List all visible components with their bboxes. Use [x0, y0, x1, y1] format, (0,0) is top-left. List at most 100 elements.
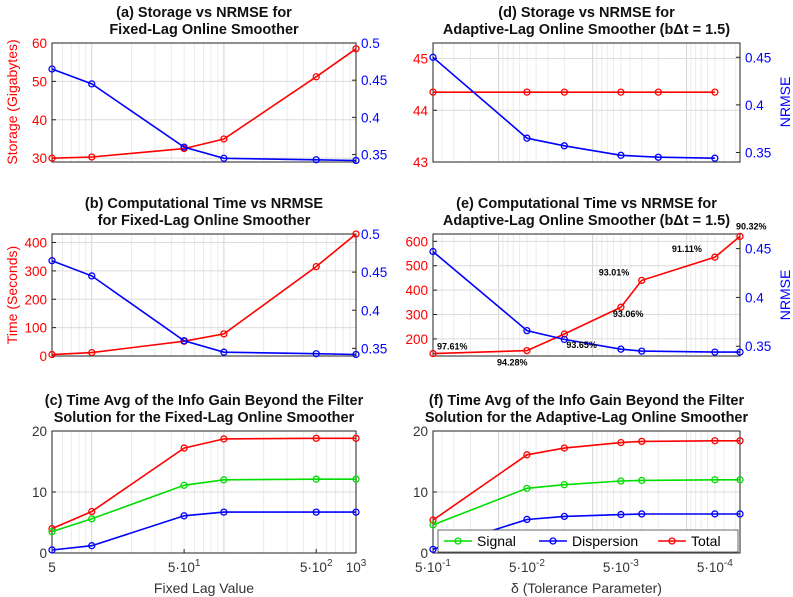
data-point — [220, 154, 228, 162]
axes-frame — [432, 233, 741, 357]
y2-tick-label: 0.4 — [361, 303, 380, 318]
y-tick-label: 500 — [405, 259, 428, 274]
data-point — [88, 272, 96, 280]
data-point — [312, 475, 320, 483]
data-point — [711, 154, 719, 162]
data-point — [711, 253, 719, 261]
x-axis-label: δ (Tolerance Parameter) — [511, 580, 662, 596]
data-point — [220, 435, 228, 443]
series-line-total — [51, 437, 356, 530]
data-point — [48, 65, 56, 73]
y-tick-label: 400 — [24, 236, 47, 251]
data-point — [48, 350, 56, 359]
y2-tick-label: 0.45 — [361, 265, 387, 280]
y-tick-label: 43 — [413, 155, 428, 170]
data-point — [429, 349, 437, 358]
data-point — [220, 135, 228, 143]
data-point — [560, 444, 568, 452]
data-point — [560, 512, 568, 521]
data-point — [180, 512, 188, 520]
point-annotation: 93.06% — [613, 309, 644, 319]
data-point — [617, 303, 625, 311]
data-point — [429, 247, 437, 256]
y-tick-label: 10 — [32, 485, 47, 500]
series-line-time — [51, 233, 357, 356]
data-point — [220, 476, 228, 484]
series-line-nrmse — [432, 56, 715, 159]
series-line-nrmse — [51, 68, 357, 162]
axes-frame — [51, 42, 357, 163]
y-tick-label: 30 — [32, 151, 47, 166]
data-point — [180, 444, 188, 452]
data-point — [312, 262, 320, 271]
y-tick-label: 10 — [413, 485, 428, 500]
y2-tick-label: 0.45 — [745, 50, 771, 65]
data-point — [736, 437, 744, 445]
y2-tick-label: 0.5 — [361, 227, 380, 242]
axes-frame — [51, 233, 357, 357]
y-tick-label: 20 — [32, 424, 47, 439]
y-tick-label: 100 — [24, 321, 47, 336]
series-line-dispersion — [432, 513, 740, 551]
data-point — [617, 345, 625, 353]
y-tick-label: 20 — [413, 424, 428, 439]
data-point — [312, 508, 320, 516]
data-point — [523, 451, 531, 459]
chart-title-line: (d) Storage vs NRMSE for — [498, 5, 675, 21]
x-tick-label: 5·101 — [168, 558, 201, 575]
legend-label: Signal — [477, 533, 516, 549]
series-line-nrmse — [432, 250, 740, 353]
legend: Signal Dispersion Total — [437, 529, 739, 553]
data-point — [617, 477, 625, 485]
y-tick-label: 0 — [39, 546, 47, 561]
data-point — [88, 153, 96, 161]
data-point — [220, 508, 228, 516]
point-annotation: 93.01% — [599, 267, 630, 277]
data-point — [711, 348, 719, 356]
data-point — [736, 510, 744, 518]
data-point — [523, 484, 531, 492]
data-point — [180, 481, 188, 489]
data-point — [654, 88, 662, 96]
chart-title-line: for Fixed-Lag Online Smoother — [98, 213, 311, 229]
data-point — [352, 434, 360, 442]
y2-tick-label: 0.35 — [361, 148, 387, 163]
x-tick-label: 103 — [346, 558, 367, 575]
panel-f: (f) Time Avg of the Info Gain Beyond the… — [413, 393, 749, 596]
series-line-storage — [51, 48, 357, 159]
data-point — [736, 232, 744, 241]
y-axis-label: Time (Seconds) — [4, 246, 20, 344]
chart-title-line: (f) Time Avg of the Info Gain Beyond the… — [429, 393, 745, 409]
data-point — [638, 476, 646, 485]
chart-title-line: (b) Computational Time vs NRMSE — [85, 196, 324, 212]
data-point — [523, 134, 531, 142]
data-point — [736, 348, 744, 356]
series-line-signal — [432, 478, 740, 526]
point-annotation: 91.11% — [672, 244, 702, 254]
point-annotation: 97.61% — [437, 342, 468, 352]
legend-box — [437, 529, 739, 553]
data-point — [429, 545, 437, 553]
data-point — [560, 335, 568, 344]
y-axis-label: Storage (Gigabytes) — [4, 39, 20, 164]
data-point — [654, 153, 662, 161]
data-point — [48, 546, 56, 554]
data-point — [736, 476, 744, 484]
y-tick-label: 400 — [405, 283, 428, 298]
data-point — [617, 88, 625, 96]
y-tick-label: 300 — [24, 264, 47, 279]
chart-title-line: Adaptive-Lag Online Smoother (bΔt = 1.5) — [443, 213, 730, 229]
data-point — [48, 257, 56, 265]
data-point — [48, 528, 56, 536]
data-point — [88, 515, 96, 523]
y-tick-label: 44 — [413, 103, 429, 118]
data-point — [711, 476, 719, 484]
data-point — [312, 156, 320, 164]
panel-c: (c) Time Avg of the Info Gain Beyond the… — [32, 393, 367, 596]
data-point — [711, 510, 719, 518]
x-tick-label: 5 — [48, 560, 56, 575]
y-tick-label: 60 — [32, 36, 47, 51]
